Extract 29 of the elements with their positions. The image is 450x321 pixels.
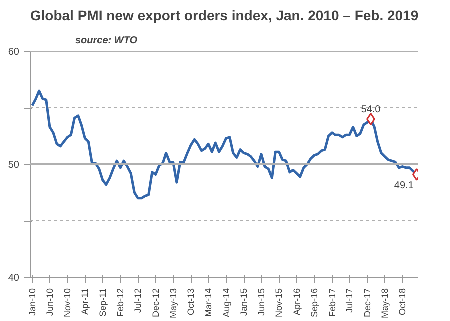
annotation: 49.1 (394, 180, 414, 192)
y-tick-label: 40 (8, 273, 20, 284)
x-tick-label: Apr-16 (292, 288, 302, 316)
x-tick-label: Sep-16 (310, 288, 320, 318)
x-tick-label: May-18 (380, 288, 390, 319)
x-tick-label: Dec-17 (362, 288, 372, 318)
y-tick-label: 60 (8, 47, 20, 58)
x-tick-label: Aug-14 (221, 288, 232, 318)
x-tick-label: Jul-12 (133, 288, 144, 314)
x-tick-label: Oct-13 (186, 288, 196, 316)
y-tick-label: 50 (8, 160, 20, 171)
x-tick-label: May-13 (168, 288, 178, 319)
x-tick-label: Sep-11 (98, 288, 108, 317)
x-tick-label: Feb-12 (116, 288, 126, 318)
x-tick-label: Jun-15 (256, 288, 267, 316)
annotation: 54.0 (361, 104, 382, 116)
x-tick-label: Jan-15 (239, 288, 250, 316)
x-tick-label: Jun-10 (44, 288, 55, 316)
x-tick-label: Apr-11 (80, 288, 90, 315)
x-tick-label: Jul-17 (344, 288, 355, 314)
x-tick-label: Mar-14 (204, 288, 214, 318)
x-tick-label: Feb-17 (327, 288, 338, 318)
chart-subtitle: source: WTO (76, 36, 138, 46)
x-tick-label: Dec-12 (150, 288, 161, 318)
x-tick-label: Oct-18 (398, 288, 408, 316)
chart-title: Global PMI new export orders index, Jan. 2010 – Feb. 2019 (30, 8, 419, 24)
x-tick-label: Nov-10 (62, 288, 73, 318)
x-tick-label: Jan-10 (27, 288, 38, 316)
x-tick-label: Nov-15 (274, 288, 284, 318)
